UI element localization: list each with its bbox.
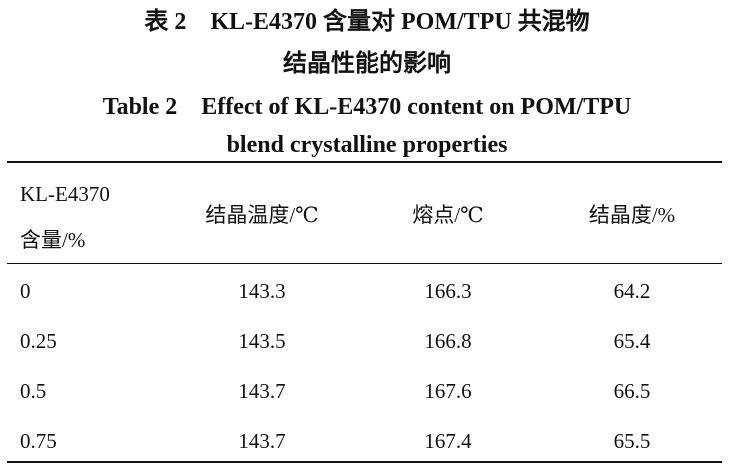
header-cell: 结晶温度/℃ [205, 203, 319, 227]
table-cell: 166.3 [424, 279, 472, 303]
header-cell: 熔点/℃ [412, 203, 484, 227]
header-cell: KL-E4370 [20, 182, 110, 206]
table-cell: 167.6 [424, 379, 472, 403]
table-cell: 143.7 [238, 379, 286, 403]
table-cell: 65.4 [613, 329, 651, 353]
table-cell: 0.75 [20, 429, 57, 453]
bottom-rule [7, 461, 722, 463]
caption-line: 结晶性能的影响 [283, 51, 451, 77]
mid-rule [7, 263, 722, 264]
caption-line: 表 2 KL-E4370 含量对 POM/TPU 共混物 [144, 9, 590, 35]
table-cell: 0 [20, 279, 31, 303]
caption-line: Table 2 Effect of KL-E4370 content on PO… [102, 94, 632, 120]
top-rule [7, 161, 722, 163]
table-cell: 143.5 [238, 329, 286, 353]
table-cell: 64.2 [613, 279, 651, 303]
caption-line: blend crystalline properties [226, 132, 508, 158]
table-cell: 0.25 [20, 329, 57, 353]
table-cell: 66.5 [613, 379, 651, 403]
table-cell: 143.7 [238, 429, 286, 453]
header-cell: 含量/% [20, 228, 86, 252]
header-cell: 结晶度/% [588, 203, 676, 227]
table-cell: 0.5 [20, 379, 47, 403]
table-cell: 143.3 [238, 279, 286, 303]
table-cell: 167.4 [424, 429, 472, 453]
table-cell: 166.8 [424, 329, 472, 353]
table-cell: 65.5 [613, 429, 651, 453]
